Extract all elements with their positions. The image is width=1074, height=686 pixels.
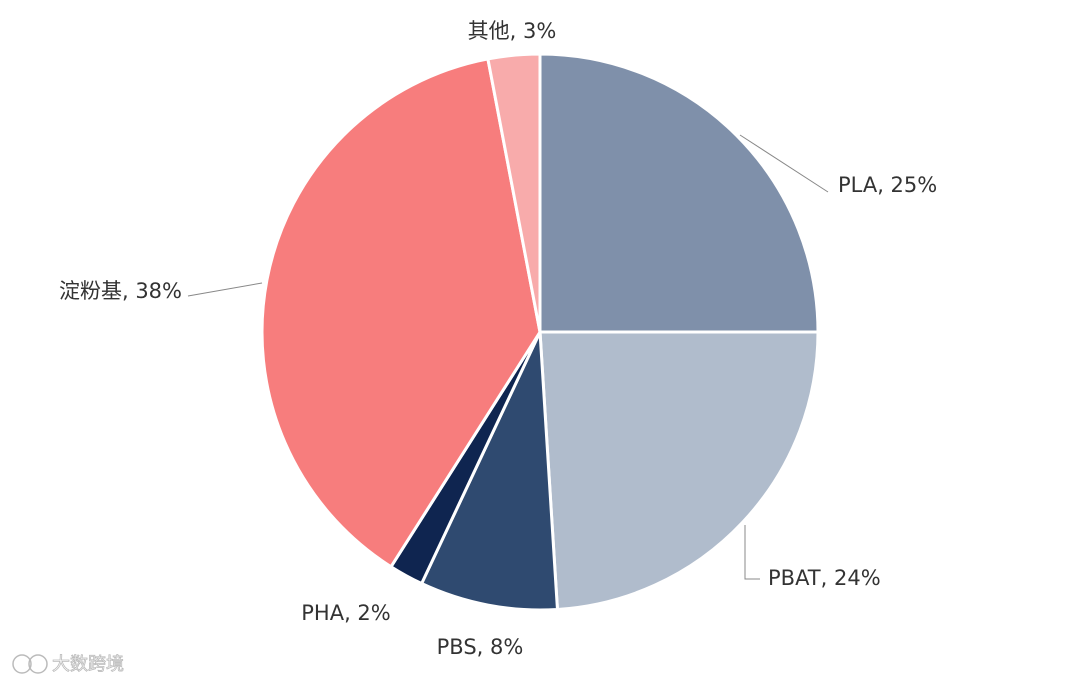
slice-label: PHA, 2% [301,601,391,625]
slice-label: PLA, 25% [838,173,937,197]
slice-label: 淀粉基, 38% [59,279,182,303]
watermark-logo [12,654,48,674]
watermark: 大数跨境 [52,654,124,675]
pie-slice [260,57,542,569]
slice-label: PBAT, 24% [768,566,881,590]
leader-line [187,282,263,297]
pie-slice [419,331,560,612]
pie-slice [538,52,820,334]
leader-line [739,134,829,193]
pie-slice [486,52,542,333]
slice-label: 其他, 3% [468,19,557,43]
leader-line [744,525,760,580]
slice-label: PBS, 8% [437,635,524,659]
pie-slice [538,330,820,612]
